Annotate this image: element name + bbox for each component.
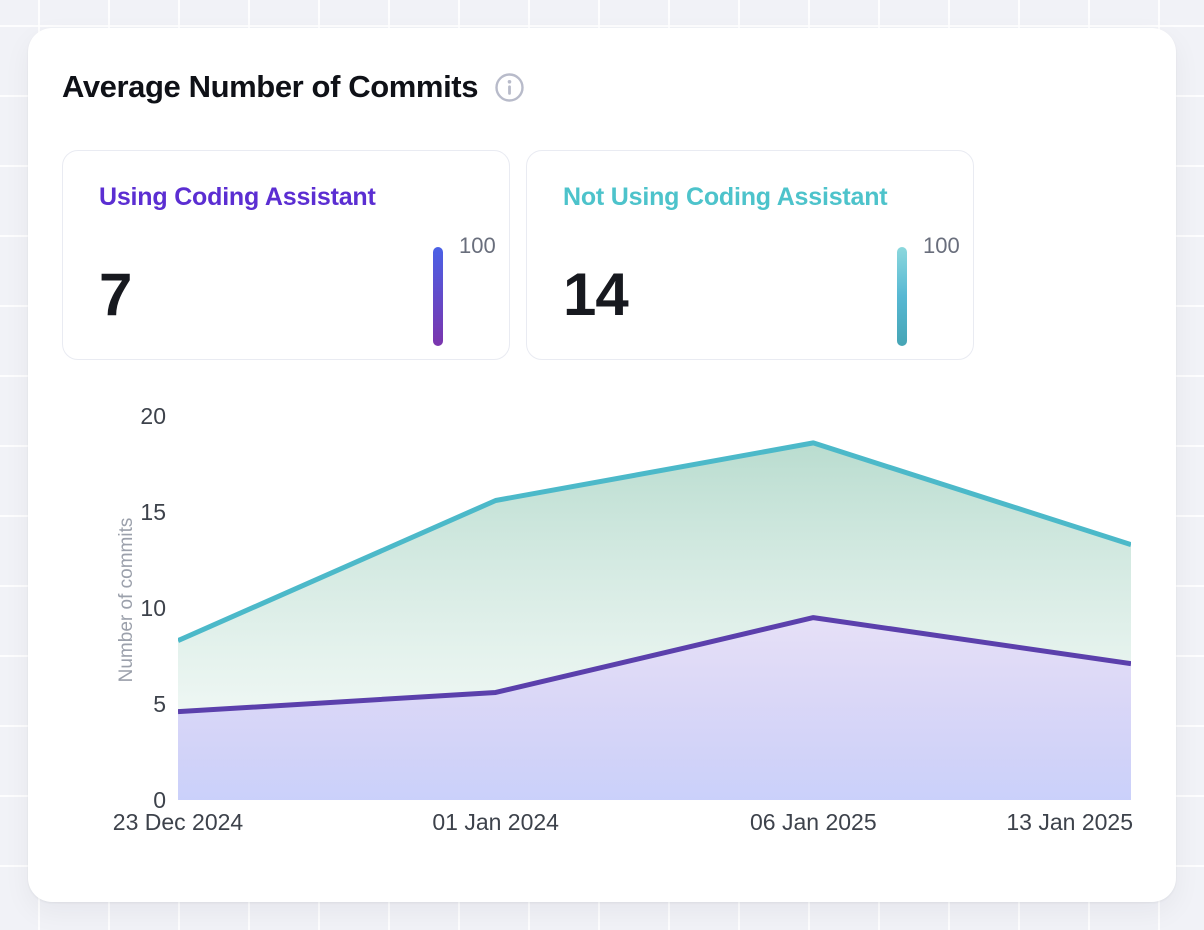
stat-card-using-assistant: Using Coding Assistant 7 100: [62, 150, 510, 360]
area-fill-1: [178, 617, 1131, 800]
x-axis-label: 13 Jan 2025: [1006, 809, 1133, 835]
stat-card-label: Not Using Coding Assistant: [563, 183, 888, 211]
stat-card-not-using-assistant: Not Using Coding Assistant 14 100: [526, 150, 974, 360]
commits-panel: Average Number of Commits Using Coding A…: [28, 28, 1176, 902]
y-axis-tick: 10: [140, 595, 166, 621]
stat-cards-row: Using Coding Assistant 7 100 Not Using C…: [62, 150, 974, 360]
x-axis-label: 01 Jan 2024: [432, 809, 559, 835]
x-axis-label: 06 Jan 2025: [750, 809, 877, 835]
stat-card-label: Using Coding Assistant: [99, 183, 376, 211]
area-chart: Number of commits 0 5 10 15 20 23 Dec 2024 01…: [28, 28, 1176, 902]
page-title: Average Number of Commits: [62, 69, 479, 104]
info-icon[interactable]: [495, 72, 524, 102]
series-line-0: [178, 440, 1131, 643]
series-line-1: [178, 615, 1131, 715]
stat-gauge-bar: [897, 247, 907, 346]
chart-svg[interactable]: [178, 416, 1131, 800]
y-axis-tick: 20: [140, 403, 166, 429]
stat-gauge-max-label: 100: [923, 233, 960, 258]
y-axis-tick: 5: [153, 691, 166, 717]
panel-header: Average Number of Commits: [62, 69, 524, 104]
x-axis-label: 23 Dec 2024: [112, 809, 244, 835]
stat-card-value: 14: [563, 261, 629, 328]
stat-gauge-max-label: 100: [459, 233, 496, 258]
stat-gauge-bar: [433, 247, 443, 346]
stat-card-value: 7: [99, 261, 132, 328]
y-axis-tick: 0: [153, 787, 166, 813]
y-axis-tick: 15: [140, 499, 166, 525]
